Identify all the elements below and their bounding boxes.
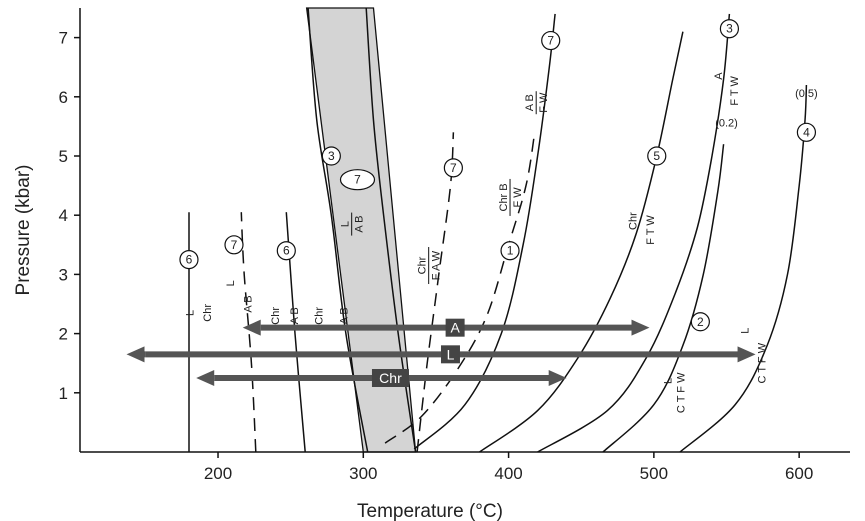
reaction-fraction: Chr F A W bbox=[417, 247, 443, 285]
y-tick-label: 5 bbox=[59, 147, 68, 166]
arrow-tag-label: Chr bbox=[379, 370, 402, 386]
co2-fraction-label: (0.5) bbox=[795, 88, 818, 100]
y-axis-title: Pressure (kbar) bbox=[13, 165, 34, 296]
arrow-tag-box bbox=[440, 345, 460, 364]
arrow-head-right bbox=[737, 346, 756, 363]
curve-number-circle bbox=[541, 30, 561, 51]
arrow-tag-label: A bbox=[450, 320, 460, 336]
curve-number: 7 bbox=[354, 173, 361, 187]
arrow-tag-label: L bbox=[447, 346, 455, 362]
reaction-curve bbox=[413, 13, 556, 450]
reaction-label: C T F W bbox=[675, 372, 687, 413]
reaction-label: A bbox=[713, 72, 725, 80]
x-tick-label: 600 bbox=[785, 464, 813, 483]
arrow-head-right bbox=[631, 319, 650, 336]
curve-number-circle bbox=[796, 122, 817, 142]
arrow-tag-box bbox=[445, 318, 465, 337]
curve-number: 7 bbox=[231, 238, 238, 252]
reaction-label: F T W bbox=[645, 215, 657, 245]
curve-number-circle bbox=[690, 312, 710, 332]
x-tick-label: 500 bbox=[640, 464, 668, 483]
axes: 200 300 400 500 600 1 2 3 4 5 6 7 bbox=[59, 8, 850, 483]
co2-fraction-label: (0.2) bbox=[715, 117, 738, 129]
curve-number: 1 bbox=[507, 244, 514, 258]
curve-number-circle bbox=[500, 241, 520, 261]
curve-number-circle bbox=[719, 19, 740, 39]
y-tick-label: 4 bbox=[59, 206, 68, 225]
curve-number-circle bbox=[647, 146, 667, 166]
y-tick-label: 3 bbox=[59, 265, 68, 284]
reaction-reactant-label: L bbox=[340, 221, 352, 227]
curve-number-circle bbox=[276, 241, 296, 261]
x-tick-label: 400 bbox=[494, 464, 522, 483]
x-axis-title: Temperature (°C) bbox=[357, 501, 503, 521]
curve-number: 3 bbox=[328, 149, 335, 163]
reaction-label: A B bbox=[338, 307, 350, 324]
arrow-tag-box bbox=[371, 369, 409, 387]
arrow-head-left bbox=[126, 346, 145, 363]
curve-number: 5 bbox=[653, 149, 660, 163]
x-tick-label: 300 bbox=[349, 464, 377, 483]
reaction-label: L bbox=[225, 280, 237, 286]
curve-number: 4 bbox=[803, 125, 810, 139]
reaction-label: L bbox=[662, 378, 674, 384]
reaction-label: L bbox=[739, 328, 751, 334]
reaction-curve bbox=[602, 144, 725, 453]
reaction-label: F T W bbox=[729, 76, 741, 106]
reaction-product-label: F W bbox=[538, 92, 550, 113]
curve-number: 7 bbox=[450, 161, 457, 175]
curve-number-circle bbox=[321, 146, 341, 166]
reaction-product-label: A B bbox=[354, 216, 366, 233]
reaction-label: Chr bbox=[314, 307, 326, 325]
y-tick-label: 6 bbox=[59, 88, 68, 107]
curve-number-circle bbox=[339, 169, 376, 191]
reaction-label: A B bbox=[242, 295, 254, 312]
y-tick-label: 1 bbox=[59, 384, 68, 403]
arrow-head-left bbox=[196, 370, 215, 386]
y-tick-label: 2 bbox=[59, 325, 68, 344]
reaction-product-label: F W bbox=[512, 187, 524, 208]
curve-number: 7 bbox=[547, 34, 554, 48]
reaction-label: Chr bbox=[270, 307, 282, 325]
reaction-reactant-label: A B bbox=[524, 94, 536, 111]
curve-number: 6 bbox=[186, 253, 193, 267]
reaction-label: L bbox=[184, 310, 196, 316]
reaction-label: C T F W bbox=[757, 342, 769, 383]
reaction-curve bbox=[416, 132, 455, 453]
reaction-label: Chr bbox=[627, 212, 639, 230]
curve-number: 2 bbox=[697, 315, 704, 329]
reaction-curve bbox=[537, 13, 731, 453]
reaction-curve bbox=[479, 31, 684, 453]
reaction-curve bbox=[285, 212, 306, 453]
arrow-head-right bbox=[548, 370, 567, 386]
curve-number-circle bbox=[179, 250, 199, 270]
reaction-reactant-label: Chr B bbox=[498, 183, 510, 211]
reaction-curve bbox=[679, 84, 808, 453]
y-tick-label: 7 bbox=[59, 29, 68, 48]
reaction-curve bbox=[384, 132, 536, 444]
reaction-label: A B bbox=[289, 307, 301, 324]
curve-number-circle bbox=[443, 158, 463, 178]
x-tick-label: 200 bbox=[204, 464, 232, 483]
curve-number: 3 bbox=[726, 22, 733, 36]
curve-number: 6 bbox=[283, 244, 290, 258]
curve-number-circle bbox=[224, 235, 244, 255]
reaction-reactant-label: Chr bbox=[417, 256, 429, 274]
arrow-head-left bbox=[242, 319, 261, 336]
reaction-label: Chr bbox=[202, 304, 214, 322]
reaction-product-label: F A W bbox=[431, 250, 443, 280]
